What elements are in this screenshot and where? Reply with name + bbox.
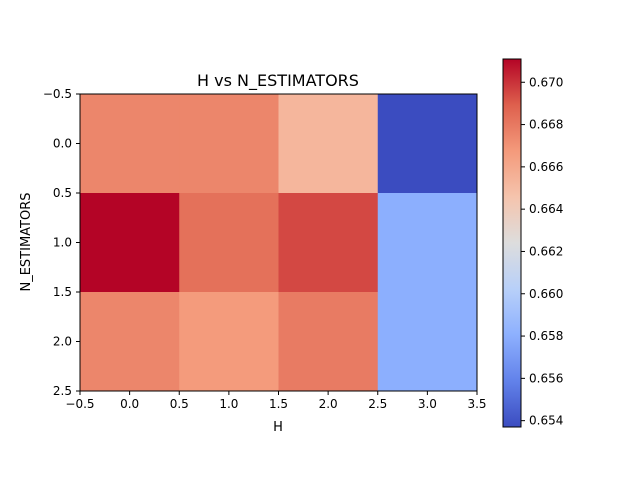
heatmap-cell — [80, 94, 180, 194]
colorbar-tick-label: 0.670 — [529, 75, 563, 89]
y-tick-label: 2.0 — [53, 335, 72, 349]
colorbar-tick-label: 0.662 — [529, 244, 563, 258]
colorbar-ticks: 0.654 0.656 0.658 0.660 0.662 0.664 0.666 0.668… — [521, 75, 563, 428]
y-tick-label: 0.0 — [53, 137, 72, 151]
heatmap-cell — [80, 193, 180, 293]
heatmap-cell — [278, 193, 379, 293]
x-tick-label: 2.5 — [368, 397, 387, 411]
colorbar-tick-label: 0.664 — [529, 202, 563, 216]
chart-title: H vs N_ESTIMATORS — [197, 71, 359, 91]
y-tick-label: 2.5 — [53, 384, 72, 398]
x-tick-label: 0.0 — [120, 397, 139, 411]
colorbar-tick-label: 0.656 — [529, 371, 563, 385]
heatmap-cell — [179, 193, 279, 293]
x-tick-label: 1.0 — [219, 397, 238, 411]
x-tick-label: 0.5 — [170, 397, 189, 411]
y-tick-label: 0.5 — [53, 186, 72, 200]
y-tick-label: 1.0 — [53, 236, 72, 250]
x-tick-label: 2.0 — [319, 397, 338, 411]
x-tick-label: 3.0 — [418, 397, 437, 411]
x-tick-label: 1.5 — [269, 397, 288, 411]
heatmap-cell — [377, 94, 478, 194]
x-tick-label: −0.5 — [65, 397, 94, 411]
heatmap-cell — [377, 193, 478, 293]
y-axis: −0.5 0.0 0.5 1.0 1.5 2.0 2.5 — [43, 87, 80, 398]
colorbar-tick-label: 0.654 — [529, 414, 563, 428]
x-tick-label: 3.5 — [467, 397, 486, 411]
x-axis-label: H — [273, 420, 283, 435]
heatmap-cell — [80, 292, 180, 392]
y-tick-label: 1.5 — [53, 285, 72, 299]
heatmap-cell — [278, 94, 379, 194]
heatmap-cell — [179, 94, 279, 194]
colorbar-tick-label: 0.668 — [529, 118, 563, 132]
colorbar-tick-label: 0.666 — [529, 160, 563, 174]
y-tick-label: −0.5 — [43, 87, 72, 101]
heatmap-cell — [278, 292, 379, 392]
colorbar — [502, 58, 522, 428]
x-axis: −0.5 0.0 0.5 1.0 1.5 2.0 2.5 3.0 3.5 — [65, 391, 487, 411]
heatmap-cell — [377, 292, 478, 392]
heatmap-cells — [80, 94, 478, 392]
heatmap-cell — [179, 292, 279, 392]
colorbar-tick-label: 0.660 — [529, 287, 563, 301]
y-axis-label: N_ESTIMATORS — [19, 192, 34, 291]
colorbar-tick-label: 0.658 — [529, 329, 563, 343]
